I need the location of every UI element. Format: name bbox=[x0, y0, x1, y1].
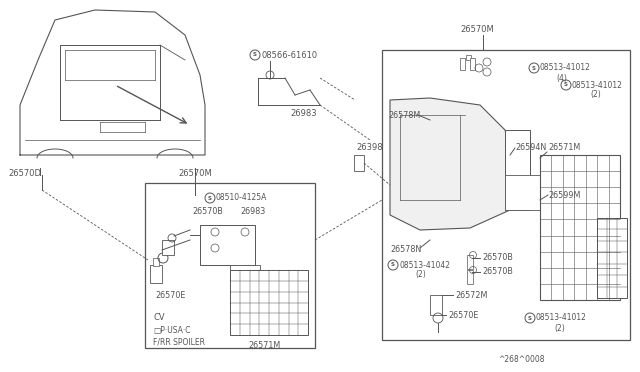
Text: 08510-4125A: 08510-4125A bbox=[216, 193, 268, 202]
Bar bbox=[505, 175, 540, 210]
Text: 26570B: 26570B bbox=[192, 208, 223, 217]
Bar bbox=[470, 58, 475, 70]
Text: 26571M: 26571M bbox=[548, 144, 580, 153]
Text: 26594N: 26594N bbox=[515, 144, 547, 153]
Text: S: S bbox=[208, 196, 212, 201]
Text: 08513-41012: 08513-41012 bbox=[536, 314, 587, 323]
Text: 26570M: 26570M bbox=[460, 26, 493, 35]
Text: □P·USA·C: □P·USA·C bbox=[153, 326, 191, 334]
Bar bbox=[466, 55, 471, 60]
Text: 26578M: 26578M bbox=[388, 110, 420, 119]
Text: (2): (2) bbox=[590, 90, 601, 99]
Bar bbox=[150, 265, 162, 283]
Bar bbox=[430, 295, 442, 315]
Text: 26572M: 26572M bbox=[455, 291, 488, 299]
Bar bbox=[162, 240, 174, 255]
Bar bbox=[230, 270, 308, 335]
Bar bbox=[467, 270, 473, 284]
Text: 26570B: 26570B bbox=[482, 253, 513, 263]
Text: 26570M: 26570M bbox=[178, 170, 212, 179]
Text: (2): (2) bbox=[554, 324, 564, 333]
Text: 08566-61610: 08566-61610 bbox=[261, 51, 317, 60]
Text: S: S bbox=[564, 83, 568, 87]
Text: S: S bbox=[391, 263, 395, 267]
Text: 26398: 26398 bbox=[356, 144, 383, 153]
Bar bbox=[467, 255, 473, 269]
Text: 08513-41012: 08513-41012 bbox=[540, 64, 591, 73]
Text: 26983: 26983 bbox=[240, 208, 265, 217]
Text: 26983: 26983 bbox=[290, 109, 317, 118]
Text: 26599M: 26599M bbox=[548, 190, 580, 199]
Text: (2): (2) bbox=[415, 270, 426, 279]
Text: 26570E: 26570E bbox=[155, 291, 186, 299]
Text: 26571M: 26571M bbox=[248, 341, 280, 350]
Bar bbox=[505, 130, 530, 210]
Text: S: S bbox=[528, 315, 532, 321]
Bar bbox=[540, 155, 620, 300]
Text: CV: CV bbox=[153, 314, 164, 323]
Text: (4): (4) bbox=[556, 74, 567, 83]
Text: S: S bbox=[253, 52, 257, 58]
Bar bbox=[230, 265, 260, 280]
Bar bbox=[382, 50, 630, 340]
Text: 26570D: 26570D bbox=[8, 170, 41, 179]
Bar bbox=[200, 225, 255, 265]
Bar bbox=[354, 155, 364, 171]
Text: 26570B: 26570B bbox=[482, 267, 513, 276]
Bar bbox=[597, 218, 627, 298]
Text: 26578N: 26578N bbox=[390, 246, 421, 254]
Text: 08513-41012: 08513-41012 bbox=[572, 80, 623, 90]
Bar bbox=[153, 258, 159, 266]
Text: ^268^0008: ^268^0008 bbox=[498, 356, 545, 365]
Text: S: S bbox=[532, 65, 536, 71]
Text: F/RR SPOILER: F/RR SPOILER bbox=[153, 337, 205, 346]
Bar bbox=[145, 183, 315, 348]
Bar bbox=[460, 58, 465, 70]
Text: 08513-41042: 08513-41042 bbox=[399, 260, 450, 269]
Text: 26570E: 26570E bbox=[448, 311, 478, 320]
Polygon shape bbox=[390, 98, 515, 230]
